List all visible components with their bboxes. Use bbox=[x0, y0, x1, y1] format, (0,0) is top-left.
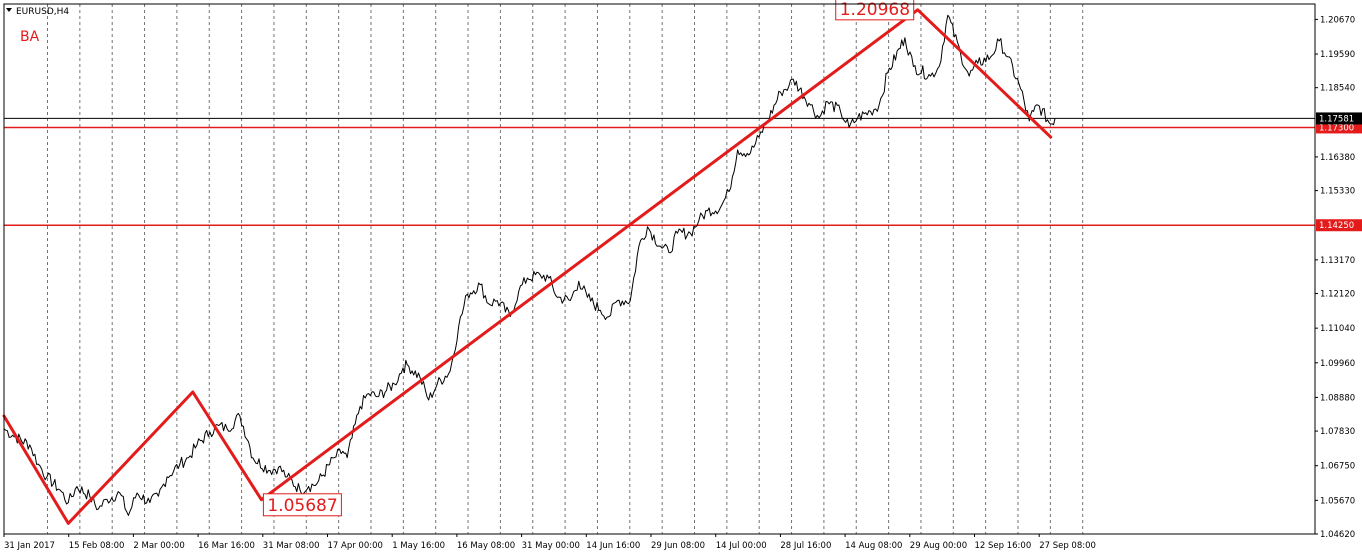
y-tick-label: 1.07830 bbox=[1320, 427, 1355, 437]
annotation-layer: 1.05687 1.20968 bbox=[262, 0, 915, 517]
y-tick-label: 1.20670 bbox=[1320, 15, 1355, 25]
price-annotation-box[interactable] bbox=[262, 493, 342, 517]
x-tick-label: 14 Aug 08:00 bbox=[845, 541, 902, 551]
x-tick-label: 2 Mar 00:00 bbox=[133, 541, 184, 551]
price-line bbox=[3, 14, 1056, 516]
x-tick-label: 17 Apr 00:00 bbox=[328, 541, 383, 551]
x-tick-label: 12 Sep 16:00 bbox=[975, 541, 1032, 551]
level-price-box bbox=[1316, 121, 1362, 134]
x-tick-label: 16 Mar 16:00 bbox=[198, 541, 255, 551]
time-axis[interactable]: 31 Jan 2017 15 Feb 08:00 2 Mar 00:00 16 Mar… bbox=[3, 534, 1096, 551]
y-tick-label: 1.09960 bbox=[1320, 359, 1355, 369]
x-tick-label: 31 Mar 08:00 bbox=[263, 541, 320, 551]
x-tick-label: 31 May 00:00 bbox=[522, 541, 580, 551]
y-tick-label: 1.11040 bbox=[1320, 324, 1355, 334]
x-tick-label: 14 Jun 16:00 bbox=[586, 541, 640, 551]
y-tick-label: 1.19590 bbox=[1320, 50, 1355, 60]
price-annotation-box[interactable] bbox=[835, 0, 915, 21]
y-tick-label: 1.18540 bbox=[1320, 84, 1355, 94]
corner-label: BA bbox=[20, 29, 40, 45]
chart-header: EURUSD,H4 BA bbox=[6, 7, 69, 45]
x-tick-label: 16 May 08:00 bbox=[457, 541, 515, 551]
chart-frame-group bbox=[3, 3, 1316, 535]
level-price-label: 1.17300 bbox=[1319, 123, 1354, 133]
chart-frame bbox=[3, 3, 1316, 535]
bid-price-box bbox=[1316, 112, 1362, 125]
y-tick-label: 1.12120 bbox=[1320, 290, 1355, 300]
x-tick-label: 15 Feb 08:00 bbox=[69, 541, 125, 551]
x-tick-label: 1 May 16:00 bbox=[392, 541, 445, 551]
y-tick-label: 1.08880 bbox=[1320, 393, 1355, 403]
x-tick-label: 14 Jul 00:00 bbox=[716, 541, 767, 551]
horizontal-levels bbox=[4, 117, 1315, 226]
symbol-dropdown-icon[interactable] bbox=[6, 8, 12, 12]
x-tick-label: 28 Jul 16:00 bbox=[780, 541, 831, 551]
price-annotation-label: 1.20968 bbox=[840, 0, 910, 20]
bid-price-label: 1.17581 bbox=[1319, 114, 1354, 124]
y-tick-label: 1.06750 bbox=[1320, 462, 1355, 472]
x-tick-label: 29 Jun 08:00 bbox=[651, 541, 705, 551]
y-tick-label: 1.05670 bbox=[1320, 496, 1355, 506]
y-tick-label: 1.13170 bbox=[1320, 256, 1355, 266]
zigzag-line[interactable] bbox=[2, 8, 1053, 525]
y-tick-label: 1.04620 bbox=[1320, 530, 1355, 540]
price-annotation-label: 1.05687 bbox=[267, 496, 337, 516]
symbol-label: EURUSD,H4 bbox=[16, 7, 69, 17]
price-axis[interactable]: 1.20670 1.19590 1.18540 1.16380 1.15330 1.131… bbox=[1315, 15, 1362, 540]
zigzag-layer bbox=[2, 8, 1053, 525]
x-tick-label: 31 Jan 2017 bbox=[4, 541, 55, 551]
vertical-grid bbox=[47, 4, 1084, 534]
level-price-label: 1.14250 bbox=[1319, 221, 1354, 231]
level-price-box bbox=[1316, 219, 1362, 232]
price-series bbox=[3, 14, 1056, 516]
y-tick-label: 1.16380 bbox=[1320, 153, 1355, 163]
y-tick-label: 1.15330 bbox=[1320, 187, 1355, 197]
x-tick-label: 27 Sep 08:00 bbox=[1039, 541, 1096, 551]
x-tick-label: 29 Aug 00:00 bbox=[910, 541, 967, 551]
